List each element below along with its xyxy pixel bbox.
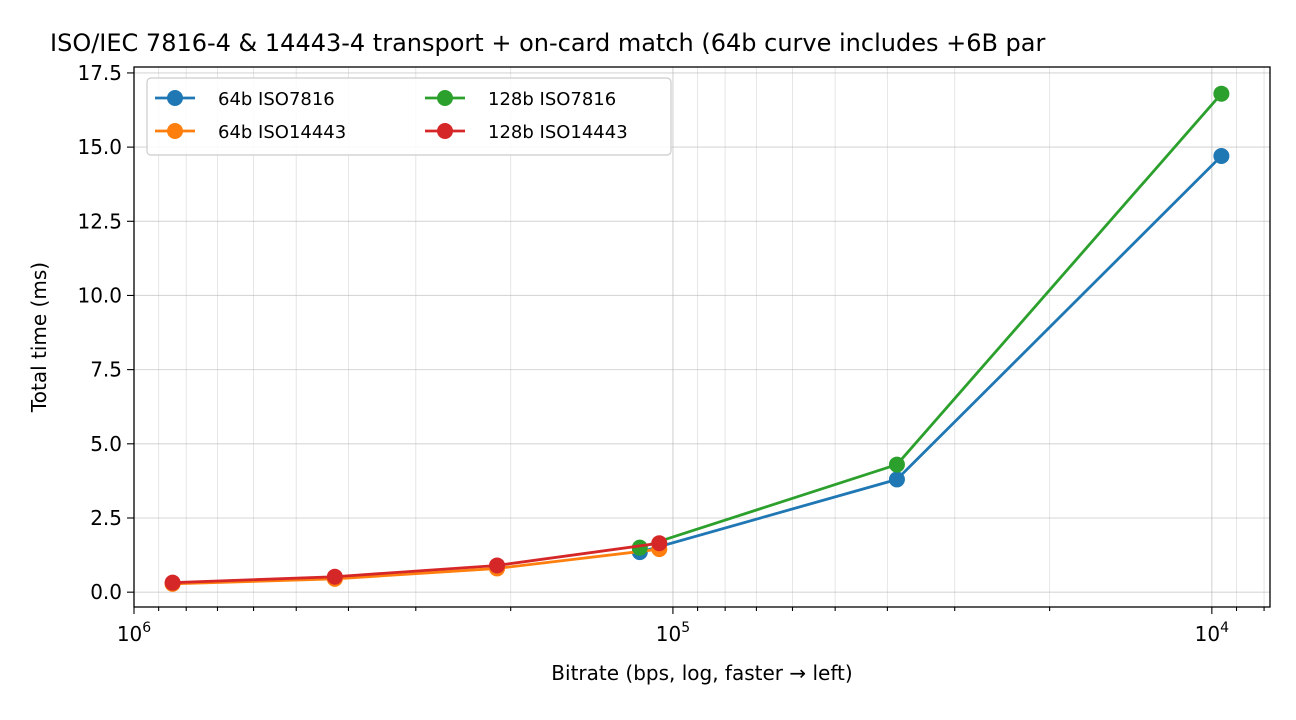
series-line-64b-iso14443 xyxy=(171,547,661,586)
legend-entry-label: 128b ISO14443 xyxy=(488,122,628,143)
data-point-128b-iso14443 xyxy=(489,557,506,574)
data-point-128b-iso7816 xyxy=(888,456,905,473)
legend-swatch-marker xyxy=(167,123,183,139)
series-line-128b-iso14443 xyxy=(171,541,661,585)
legend-box xyxy=(146,77,672,156)
y-tick-label: 2.5 xyxy=(90,506,122,530)
legend-entry-label: 128b ISO7816 xyxy=(488,89,616,110)
y-axis-label: Total time (ms) xyxy=(27,262,51,413)
legend-swatch-marker xyxy=(437,123,453,139)
data-point-128b-iso14443 xyxy=(651,535,668,552)
data-point-64b-iso7816 xyxy=(1213,148,1230,165)
chart-title: ISO/IEC 7816-4 & 14443-4 transport + on-… xyxy=(50,29,1046,57)
plot-series xyxy=(164,85,1230,592)
x-tick-label: 104 xyxy=(1195,620,1229,646)
x-tick-label: 106 xyxy=(117,620,151,646)
legend-entry-label: 64b ISO14443 xyxy=(218,122,346,143)
y-tick-label: 17.5 xyxy=(77,61,122,85)
legend: 64b ISO7816 64b ISO14443 128b ISO7816 128b … xyxy=(146,77,672,156)
y-tick-label: 10.0 xyxy=(77,283,122,307)
data-point-128b-iso7816 xyxy=(631,539,648,556)
y-tick-label: 5.0 xyxy=(90,432,122,456)
y-tick-label: 12.5 xyxy=(77,209,122,233)
data-point-128b-iso7816 xyxy=(1213,85,1230,102)
x-axis-label: Bitrate (bps, log, faster → left) xyxy=(551,661,852,685)
x-tick-label: 105 xyxy=(656,620,690,646)
y-tick-label: 0.0 xyxy=(90,580,122,604)
axis-ticks: 106 105 104 0.0 2.5 5.0 7.5 10.0 12.5 15.0 17.5 xyxy=(77,61,1265,646)
legend-swatch-marker xyxy=(167,90,183,106)
y-tick-label: 15.0 xyxy=(77,135,122,159)
legend-entry-label: 64b ISO7816 xyxy=(218,89,335,110)
data-point-128b-iso14443 xyxy=(326,568,343,585)
y-tick-label: 7.5 xyxy=(90,358,122,382)
plot-frame xyxy=(133,66,1271,608)
data-point-64b-iso7816 xyxy=(888,471,905,488)
legend-swatch-marker xyxy=(437,90,453,106)
data-point-128b-iso14443 xyxy=(164,574,181,591)
